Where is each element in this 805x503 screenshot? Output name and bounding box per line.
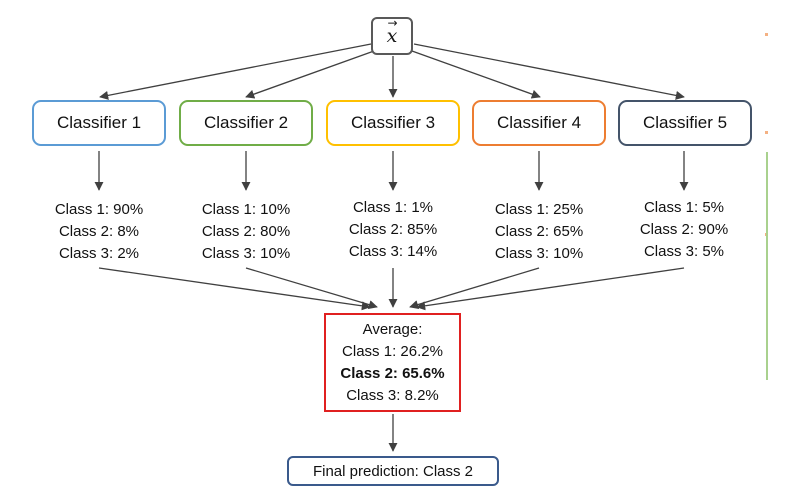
classifier-5-label: Classifier 5	[642, 113, 728, 132]
classifier-4-box: Classifier 4	[472, 100, 606, 146]
vector-arrow-icon: →	[387, 15, 398, 30]
final-prediction-box: Final prediction: Class 2	[287, 456, 499, 486]
prob-line: Class 1: 5%	[643, 199, 725, 216]
prob-line: Class 2: 8%	[58, 223, 140, 240]
input-vector-node: → x	[371, 17, 413, 55]
prob-line: Class 3: 10%	[494, 245, 584, 262]
average-box: Average: Class 1: 26.2% Class 2: 65.6% C…	[324, 313, 461, 412]
prob-line: Class 1: 1%	[352, 199, 434, 216]
input-variable: x	[386, 24, 398, 47]
prob-line: Class 1: 25%	[494, 201, 584, 218]
classifier-2-label: Classifier 2	[203, 113, 289, 132]
prob-line: Class 3: 2%	[58, 245, 140, 262]
classifier-4-probs: Class 1: 25% Class 2: 65% Class 3: 10%	[469, 199, 609, 265]
classifier-5-probs: Class 1: 5% Class 2: 90% Class 3: 5%	[614, 197, 754, 263]
prob-line: Class 1: 10%	[201, 201, 291, 218]
prob-line: Class 3: 5%	[643, 243, 725, 260]
classifier-1-probs: Class 1: 90% Class 2: 8% Class 3: 2%	[29, 199, 169, 265]
classifier-1-label: Classifier 1	[56, 113, 142, 132]
arrow-probs-2-to-average	[245, 267, 378, 310]
edge-artifact-orange-1	[765, 33, 768, 36]
classifier-2-probs: Class 1: 10% Class 2: 80% Class 3: 10%	[176, 199, 316, 265]
prob-line: Class 3: 14%	[348, 243, 438, 260]
arrow-input-to-classifier-5	[413, 43, 685, 100]
arrow-input-to-classifier-4	[411, 50, 541, 99]
classifier-3-probs: Class 1: 1% Class 2: 85% Class 3: 14%	[323, 197, 463, 263]
edge-artifact-orange-2	[765, 131, 768, 134]
prob-line: Class 2: 85%	[348, 221, 438, 238]
average-line-class-1: Class 1: 26.2%	[342, 342, 443, 360]
arrow-input-to-classifier-1	[99, 43, 372, 100]
prob-line: Class 3: 10%	[201, 245, 291, 262]
average-line-class-3: Class 3: 8.2%	[346, 386, 439, 404]
average-line-class-2-highlighted: Class 2: 65.6%	[340, 364, 445, 382]
classifier-1-box: Classifier 1	[32, 100, 166, 146]
arrow-input-to-classifier-2	[245, 50, 375, 99]
prob-line: Class 2: 80%	[201, 223, 291, 240]
average-heading: Average:	[362, 320, 423, 338]
classifier-5-box: Classifier 5	[618, 100, 752, 146]
classifier-3-box: Classifier 3	[326, 100, 460, 146]
final-prediction-label: Final prediction: Class 2	[312, 462, 474, 480]
prob-line: Class 2: 90%	[639, 221, 729, 238]
arrow-probs-1-to-average	[98, 267, 371, 311]
prob-line: Class 1: 90%	[54, 201, 144, 218]
classifier-3-label: Classifier 3	[350, 113, 436, 132]
input-vector-symbol: → x	[386, 17, 398, 47]
arrow-probs-4-to-average	[409, 267, 540, 309]
arrow-probs-5-to-average	[416, 267, 685, 311]
classifier-4-label: Classifier 4	[496, 113, 582, 132]
edge-artifact-green-line	[766, 152, 768, 380]
prob-line: Class 2: 65%	[494, 223, 584, 240]
classifier-2-box: Classifier 2	[179, 100, 313, 146]
